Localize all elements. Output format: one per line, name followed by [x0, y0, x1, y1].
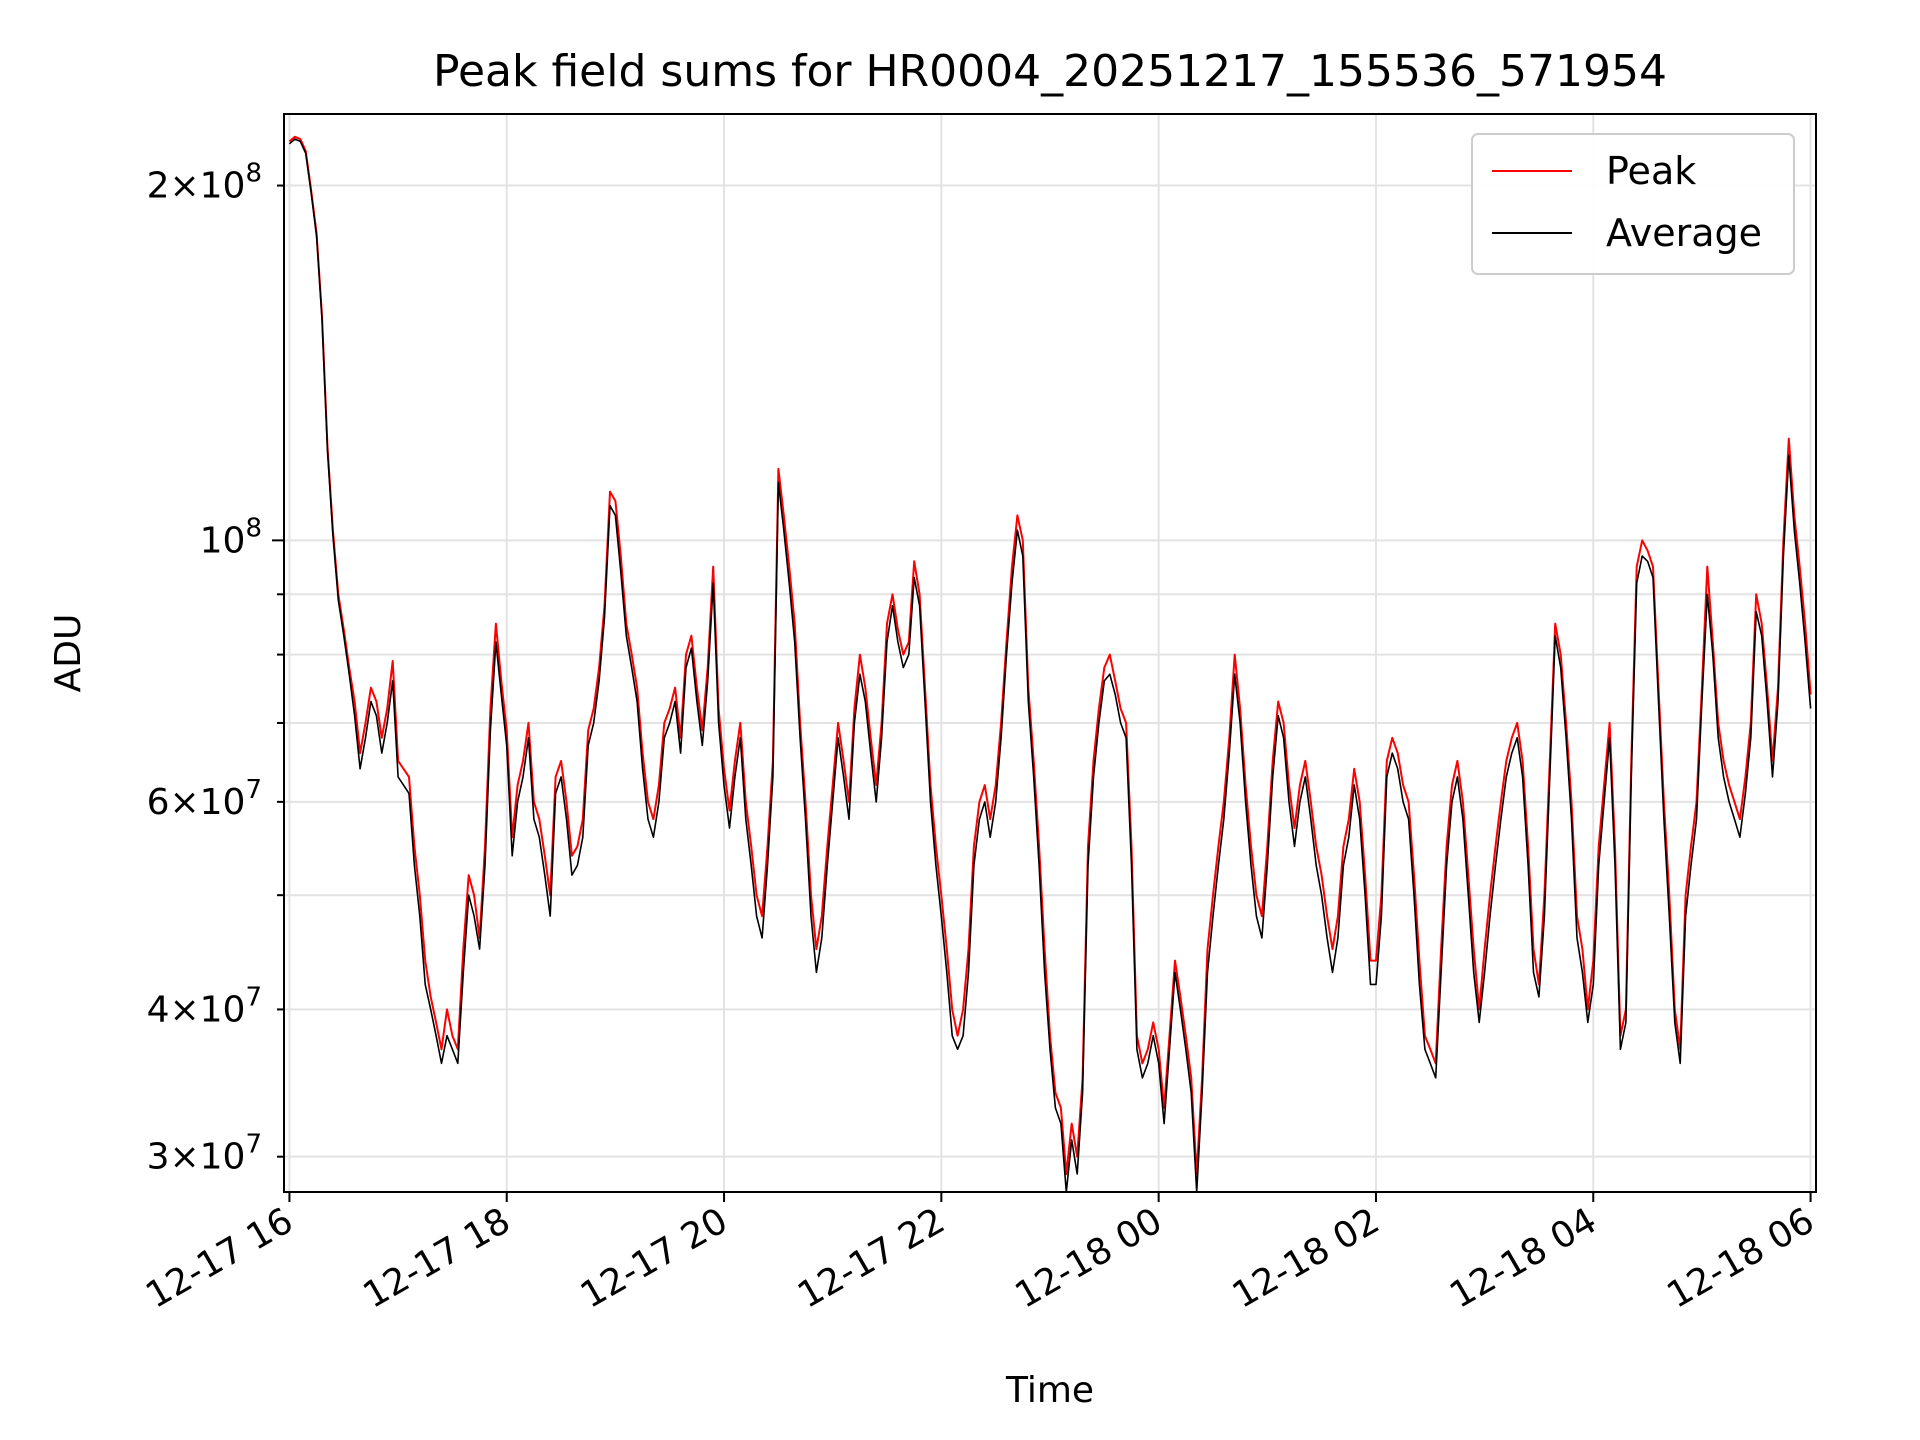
y-tick-label-coef: 6 [147, 782, 170, 823]
y-axis-label: ADU [48, 614, 89, 693]
y-tick-label: 4×107 [147, 982, 262, 1030]
legend-box [1471, 133, 1795, 275]
legend-label-average: Average [1606, 211, 1762, 255]
y-tick-label-exponent: 8 [245, 513, 262, 543]
y-tick-label-times: ×10 [169, 166, 245, 207]
chart-title: Peak field sums for HR0004_20251217_1555… [433, 46, 1667, 97]
series-line-average [288, 138, 1812, 1192]
y-tick-label-times: ×10 [169, 782, 245, 823]
y-tick-label-exponent: 7 [245, 982, 262, 1012]
plot-frame [283, 113, 1817, 1193]
y-tick-label: 6×107 [147, 775, 262, 823]
x-axis-label: Time [1005, 1370, 1094, 1411]
series-line-peak [288, 135, 1812, 1175]
y-tick-label-exponent: 8 [245, 159, 262, 189]
legend: Peak Average [1471, 133, 1795, 275]
y-tick-label-coef: 4 [147, 989, 170, 1030]
y-tick-label-coef: 3 [147, 1137, 170, 1178]
y-tick-label-times: ×10 [169, 1137, 245, 1178]
y-tick-label-exponent: 7 [245, 775, 262, 805]
y-tick-label-coef: 2 [147, 166, 170, 207]
legend-label-peak: Peak [1606, 149, 1696, 193]
y-tick-label-times: ×10 [169, 989, 245, 1030]
y-tick-label: 3×107 [147, 1130, 262, 1178]
series-layer [288, 135, 1812, 1192]
y-tick-label: 108 [200, 513, 262, 561]
y-tick-label-exponent: 7 [245, 1130, 262, 1160]
y-tick-label-base: 10 [200, 520, 246, 561]
y-tick-label: 2×108 [147, 159, 262, 207]
grid-lines [284, 114, 1816, 1192]
